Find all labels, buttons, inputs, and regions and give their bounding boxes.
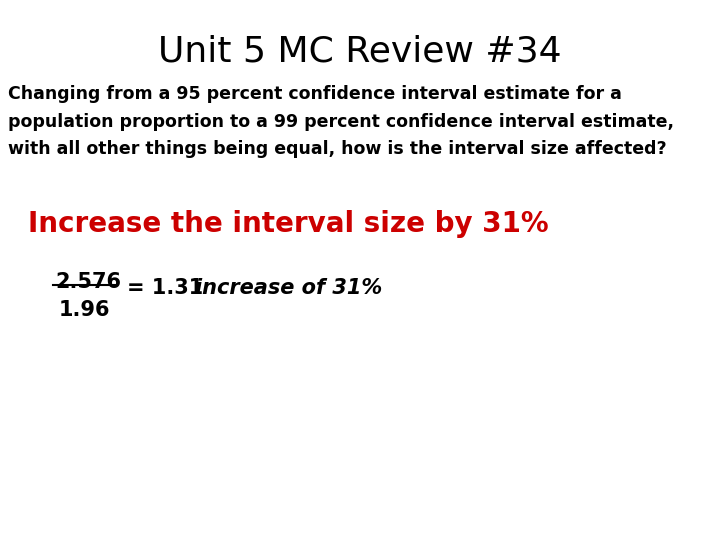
Text: = 1.31: = 1.31: [127, 278, 203, 298]
Text: Unit 5 MC Review #34: Unit 5 MC Review #34: [158, 35, 562, 69]
Text: 2.576: 2.576: [55, 272, 121, 292]
Text: with all other things being equal, how is the interval size affected?: with all other things being equal, how i…: [8, 140, 667, 158]
Text: 1.96: 1.96: [59, 300, 110, 320]
Text: population proportion to a 99 percent confidence interval estimate,: population proportion to a 99 percent co…: [8, 113, 674, 131]
Text: increase of 31%: increase of 31%: [195, 278, 382, 298]
Text: Changing from a 95 percent confidence interval estimate for a: Changing from a 95 percent confidence in…: [8, 85, 622, 103]
Text: Increase the interval size by 31%: Increase the interval size by 31%: [28, 210, 549, 238]
